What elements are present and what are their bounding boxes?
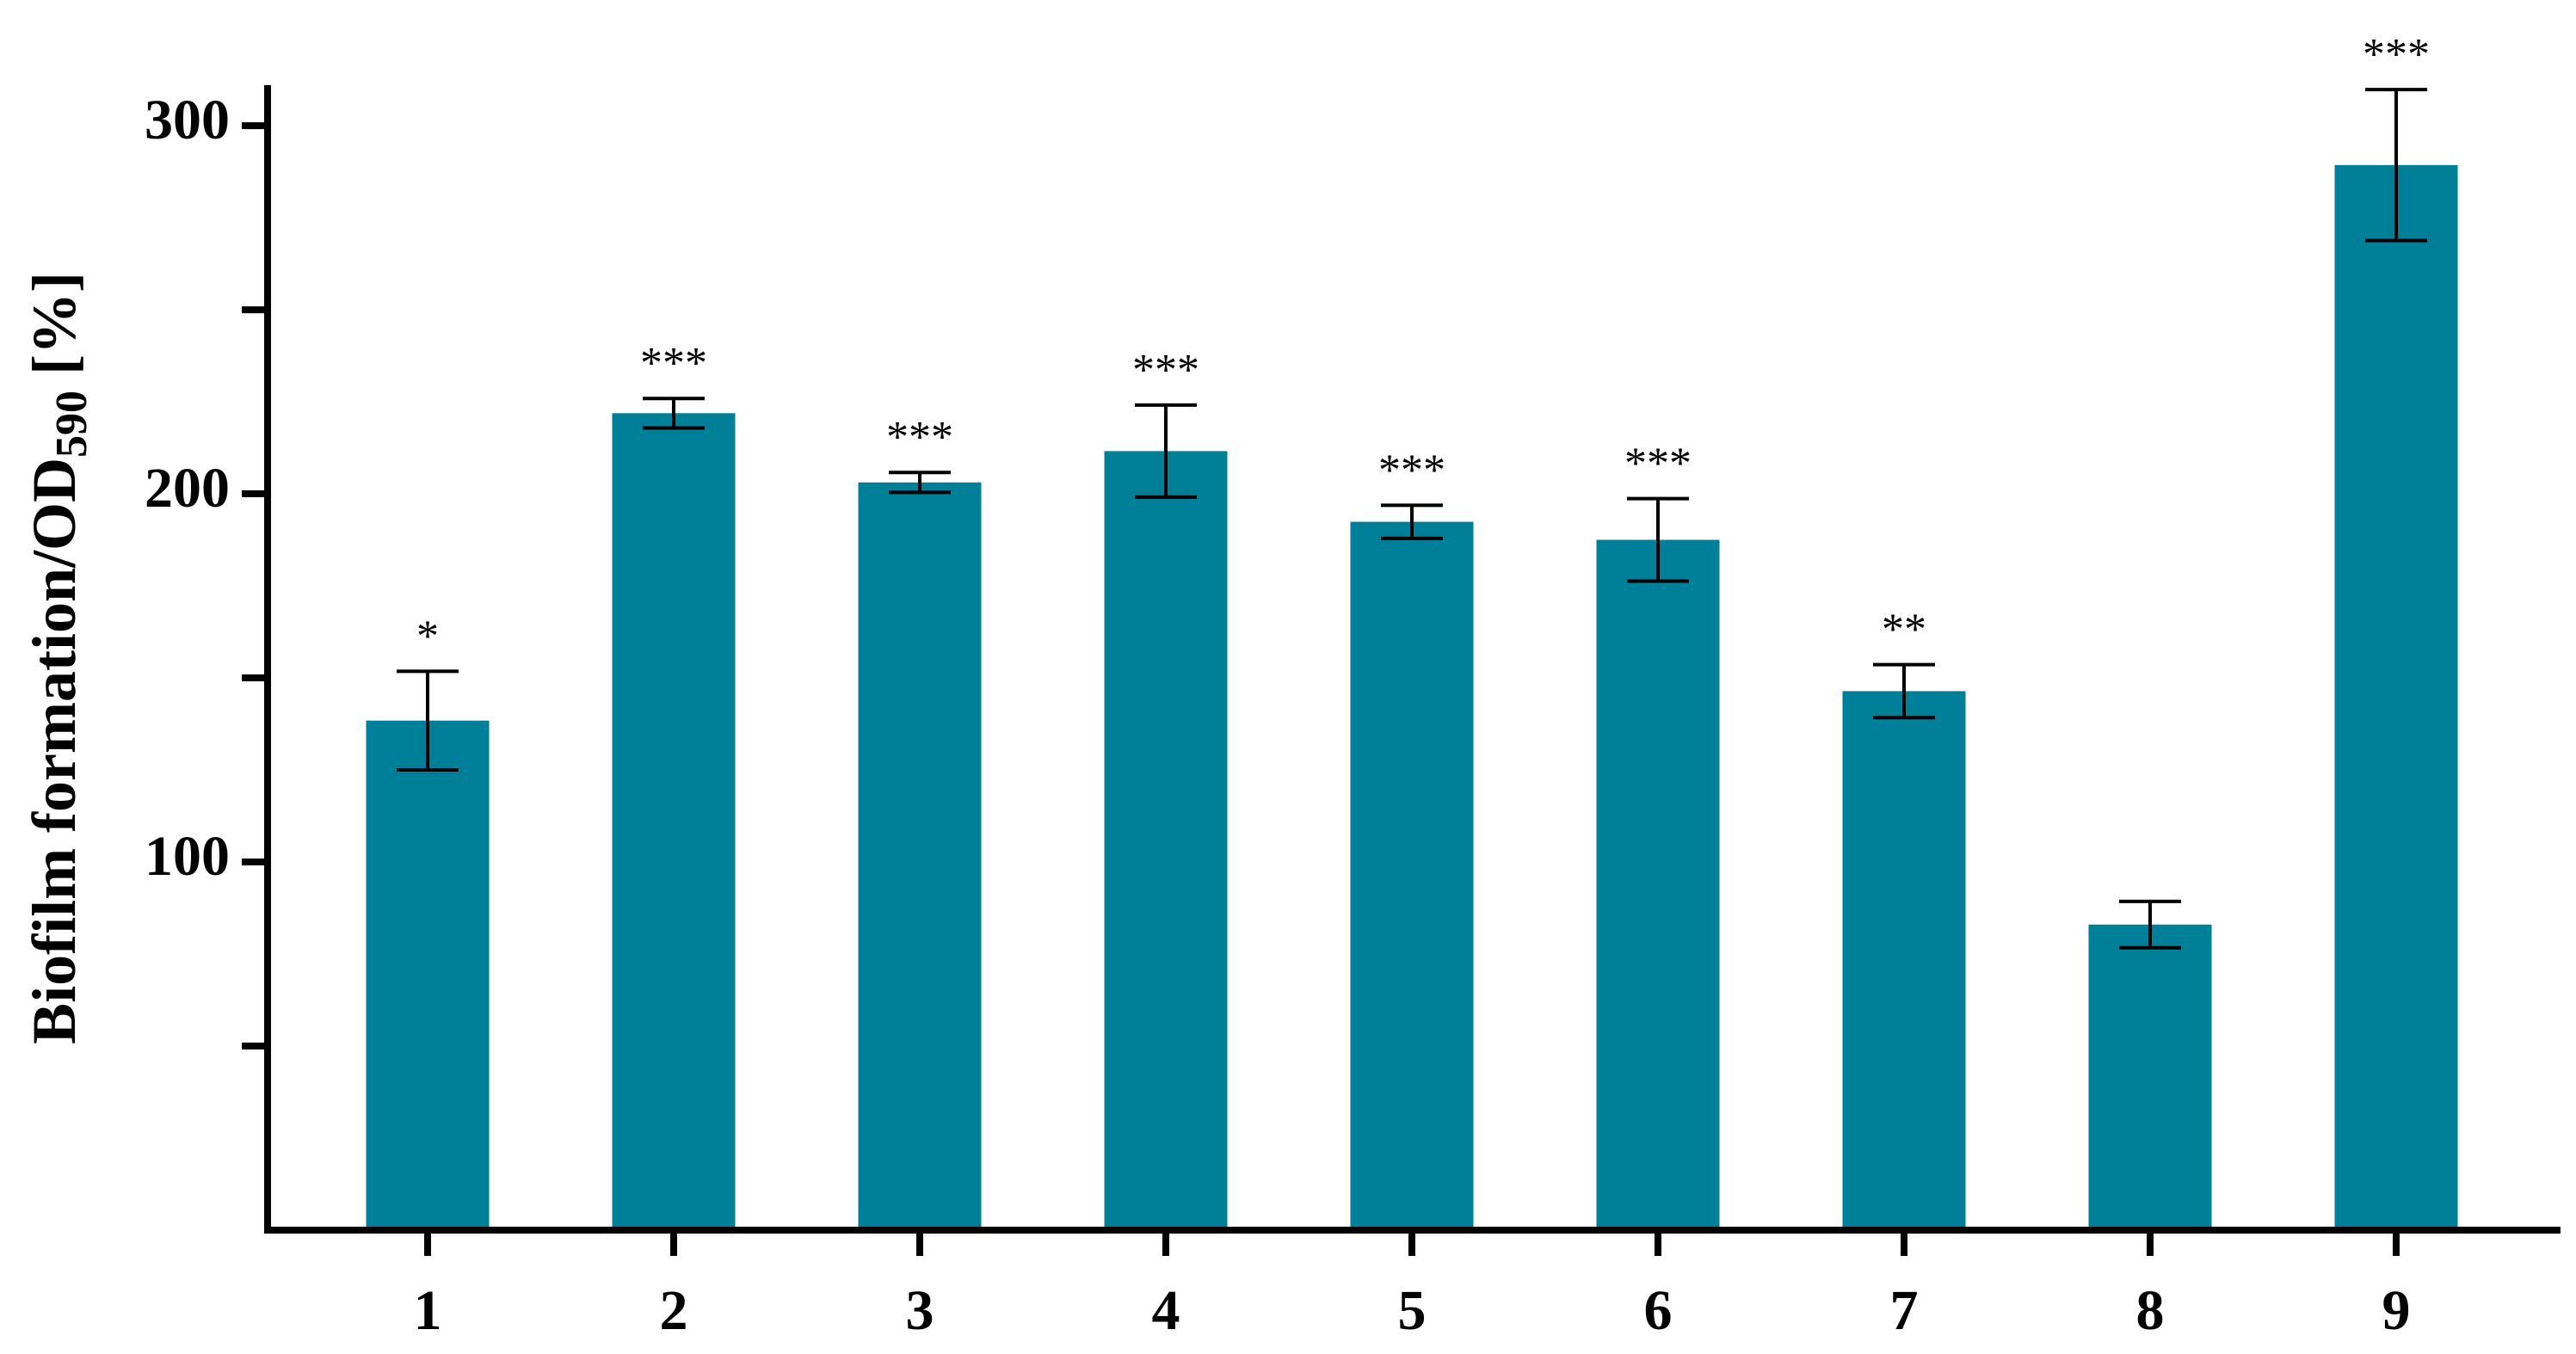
x-tick-label: 3 bbox=[906, 1279, 934, 1342]
significance-label: *** bbox=[886, 413, 953, 462]
x-tick-label: 6 bbox=[1644, 1279, 1673, 1342]
x-tick-label: 2 bbox=[660, 1279, 688, 1342]
y-tick-label: 100 bbox=[145, 825, 230, 888]
significance-label: *** bbox=[640, 339, 707, 388]
significance-label: *** bbox=[2363, 30, 2430, 79]
y-axis-label-sub: 590 bbox=[47, 391, 96, 458]
y-tick-label: 300 bbox=[145, 89, 230, 151]
error-bar bbox=[1135, 403, 1197, 499]
y-axis-label-main: Biofilm formation/OD bbox=[20, 458, 89, 1044]
significance-label: * bbox=[416, 612, 439, 661]
significance-label: *** bbox=[1132, 346, 1199, 395]
bar bbox=[1350, 521, 1474, 1230]
x-tick-label: 5 bbox=[1398, 1279, 1427, 1342]
error-bar bbox=[397, 669, 459, 772]
error-bar bbox=[2119, 899, 2181, 950]
bar bbox=[612, 413, 736, 1230]
y-axis-label-suffix: [%] bbox=[20, 272, 89, 391]
bar bbox=[1596, 539, 1720, 1230]
x-tick-label: 8 bbox=[2136, 1279, 2165, 1342]
x-tick-label: 7 bbox=[1890, 1279, 1919, 1342]
bar bbox=[2088, 924, 2212, 1230]
bar bbox=[1842, 691, 1966, 1230]
error-bar bbox=[1627, 496, 1689, 583]
bar bbox=[2334, 164, 2458, 1231]
x-tick-label: 9 bbox=[2382, 1279, 2411, 1342]
bar bbox=[366, 720, 490, 1230]
y-axis-label: Biofilm formation/OD590 [%] bbox=[20, 272, 96, 1044]
x-tick-label: 4 bbox=[1152, 1279, 1180, 1342]
significance-label: ** bbox=[1882, 606, 1926, 655]
y-tick-label: 200 bbox=[145, 457, 230, 520]
significance-label: *** bbox=[1624, 440, 1692, 489]
bar bbox=[1104, 451, 1228, 1230]
significance-label: *** bbox=[1378, 446, 1445, 495]
x-tick-label: 1 bbox=[414, 1279, 442, 1342]
error-bar bbox=[1381, 503, 1443, 540]
error-bar bbox=[2365, 88, 2427, 243]
bar bbox=[858, 482, 982, 1230]
error-bar bbox=[889, 471, 951, 495]
error-bar bbox=[1873, 662, 1935, 720]
error-bar bbox=[643, 397, 705, 430]
